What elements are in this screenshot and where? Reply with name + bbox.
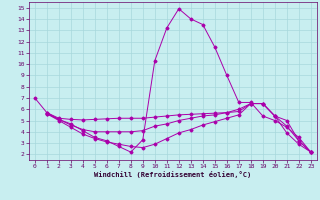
- X-axis label: Windchill (Refroidissement éolien,°C): Windchill (Refroidissement éolien,°C): [94, 171, 252, 178]
